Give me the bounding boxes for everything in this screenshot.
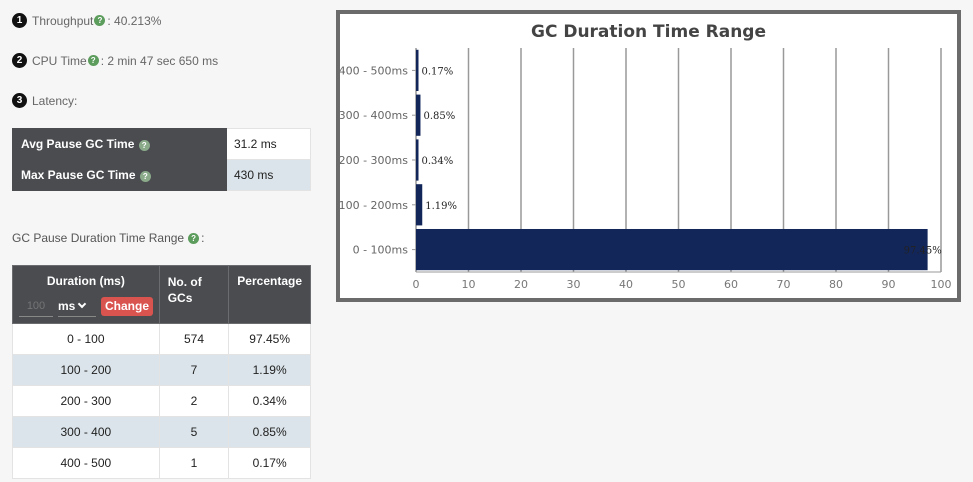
chart-canvas: GC Duration Time Range 0 10 20 30 40 50 60 70 80 9… xyxy=(340,22,952,291)
table-row: 200 - 300 2 0.34% xyxy=(12,385,311,417)
pause-stats-table: Avg Pause GC Time ? 31.2 ms Max Pause GC… xyxy=(12,128,311,191)
max-pause-value: 430 ms xyxy=(226,159,311,191)
x-tick-label: 30 xyxy=(567,278,581,291)
table-row: 100 - 200 7 1.19% xyxy=(12,354,311,386)
gc-duration-chart: GC Duration Time Range 0 10 20 30 40 50 60 70 80 9… xyxy=(336,10,961,302)
x-tick-label: 60 xyxy=(724,278,738,291)
range-section-label: GC Pause Duration Time Range xyxy=(12,231,185,245)
cpu-time-label: CPU Time xyxy=(32,53,87,68)
cpu-time-value: : 2 min 47 sec 650 ms xyxy=(100,53,219,68)
range-cell: 100 - 200 xyxy=(12,354,160,386)
chart-title: GC Duration Time Range xyxy=(531,22,766,42)
table-row: 300 - 400 5 0.85% xyxy=(12,416,311,448)
percent-cell: 0.85% xyxy=(228,416,311,448)
percent-cell: 0.34% xyxy=(228,385,311,417)
cpu-time-metric: 2 CPU Time ? : 2 min 47 sec 650 ms xyxy=(12,53,218,68)
count-column-header: No. of GCs xyxy=(158,265,230,324)
count-cell: 7 xyxy=(158,354,230,386)
bar xyxy=(416,184,423,226)
range-size-input[interactable] xyxy=(19,295,53,317)
table-row: 400 - 500 1 0.17% xyxy=(12,447,311,479)
latency-metric: 3 Latency: xyxy=(12,93,77,108)
x-tick-label: 10 xyxy=(462,278,476,291)
latency-label: Latency: xyxy=(32,93,78,108)
percent-cell: 0.17% xyxy=(228,447,311,479)
range-section-suffix: : xyxy=(201,231,205,245)
y-category-label: 100 - 200ms xyxy=(340,199,408,212)
help-icon[interactable]: ? xyxy=(188,232,200,244)
unit-controls: ms Change xyxy=(13,295,159,317)
percent-cell: 97.45% xyxy=(228,323,311,355)
help-icon[interactable]: ? xyxy=(138,140,150,151)
x-tick-label: 90 xyxy=(882,278,896,291)
duration-range-table: Duration (ms) ms Change No. of GCs Perce… xyxy=(12,265,311,479)
y-category-label: 300 - 400ms xyxy=(340,109,408,122)
throughput-value: : 40.213% xyxy=(107,13,162,28)
data-label: 0.34% xyxy=(422,156,454,167)
range-cell: 0 - 100 xyxy=(12,323,160,355)
count-cell: 5 xyxy=(158,416,230,448)
range-cell: 300 - 400 xyxy=(12,416,160,448)
duration-column-header: Duration (ms) ms Change xyxy=(12,265,160,324)
x-tick-label: 20 xyxy=(514,278,528,291)
throughput-metric: 1 Throughput ? : 40.213% xyxy=(12,13,161,28)
x-tick-label: 50 xyxy=(672,278,686,291)
step-1-badge: 1 xyxy=(12,13,27,28)
bar xyxy=(416,49,419,92)
percent-cell: 1.19% xyxy=(228,354,311,386)
count-cell: 574 xyxy=(158,323,230,355)
percentage-column-header: Percentage xyxy=(228,265,311,324)
data-label: 0.85% xyxy=(423,111,455,122)
count-cell: 2 xyxy=(158,385,230,417)
y-category-label: 200 - 300ms xyxy=(340,154,408,167)
change-button[interactable]: Change xyxy=(101,296,154,316)
help-icon[interactable]: ? xyxy=(139,171,151,182)
avg-pause-label: Avg Pause GC Time xyxy=(21,137,135,151)
data-label: 1.19% xyxy=(425,201,457,212)
range-section-title: GC Pause Duration Time Range ? : xyxy=(12,231,204,245)
duration-header-label: Duration (ms) xyxy=(46,274,125,288)
data-label: 97.45% xyxy=(904,246,942,257)
avg-pause-label-cell: Avg Pause GC Time ? xyxy=(12,128,227,160)
count-cell: 1 xyxy=(158,447,230,479)
x-tick-label: 70 xyxy=(777,278,791,291)
x-tick-label: 0 xyxy=(413,278,420,291)
bar xyxy=(416,94,421,136)
y-category-label: 400 - 500ms xyxy=(340,64,408,77)
x-tick-label: 40 xyxy=(619,278,633,291)
data-label: 0.17% xyxy=(422,66,454,77)
step-3-badge: 3 xyxy=(12,93,27,108)
unit-select[interactable]: ms xyxy=(58,295,96,317)
x-tick-label: 100 xyxy=(931,278,952,291)
step-2-badge: 2 xyxy=(12,53,27,68)
table-row: Avg Pause GC Time ? 31.2 ms xyxy=(12,128,311,160)
range-cell: 200 - 300 xyxy=(12,385,160,417)
y-category-label: 0 - 100ms xyxy=(353,244,409,257)
table-row: Max Pause GC Time ? 430 ms xyxy=(12,159,311,191)
avg-pause-value: 31.2 ms xyxy=(226,128,311,160)
max-pause-label-cell: Max Pause GC Time ? xyxy=(12,159,227,191)
unit-select-value: ms xyxy=(58,298,76,313)
range-cell: 400 - 500 xyxy=(12,447,160,479)
table-header-row: Duration (ms) ms Change No. of GCs Perce… xyxy=(12,265,311,324)
bar xyxy=(416,228,928,271)
throughput-label: Throughput xyxy=(32,13,94,28)
bar xyxy=(416,139,419,181)
max-pause-label: Max Pause GC Time xyxy=(21,168,136,182)
help-icon[interactable]: ? xyxy=(87,55,99,66)
table-row: 0 - 100 574 97.45% xyxy=(12,323,311,355)
x-tick-label: 80 xyxy=(829,278,843,291)
chevron-down-icon xyxy=(78,299,87,309)
help-icon[interactable]: ? xyxy=(94,15,106,26)
